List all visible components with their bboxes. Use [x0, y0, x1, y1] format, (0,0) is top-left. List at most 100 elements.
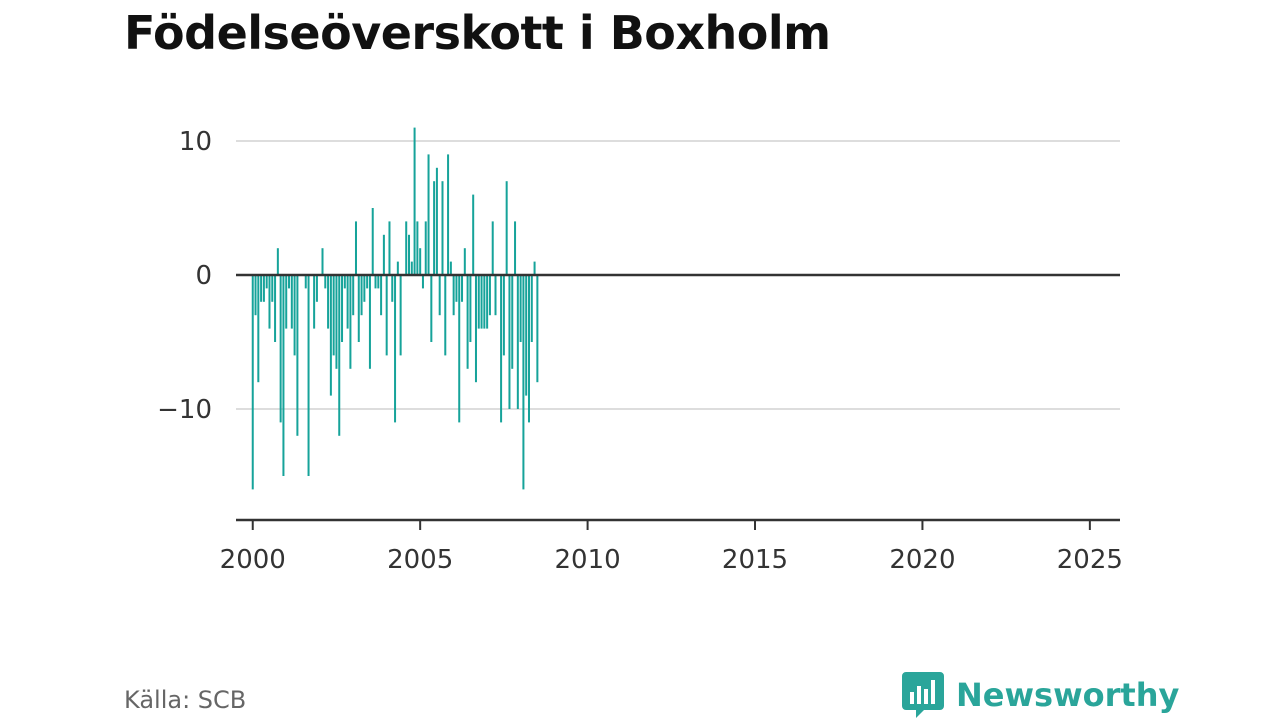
bar: [360, 275, 363, 316]
bar: [282, 275, 285, 476]
bar: [466, 275, 469, 369]
bar: [388, 221, 391, 275]
bar: [324, 275, 327, 289]
bar: [377, 275, 380, 289]
bar: [491, 221, 494, 275]
bar: [399, 275, 402, 356]
bar: [338, 275, 341, 436]
bar: [419, 248, 422, 275]
bar: [455, 275, 458, 302]
y-tick-label: 0: [195, 261, 212, 291]
bar: [254, 275, 257, 316]
bar: [380, 275, 383, 316]
bar: [329, 275, 332, 396]
bar: [424, 221, 427, 275]
y-tick-label: −10: [157, 395, 212, 425]
bar: [251, 275, 254, 490]
bar: [293, 275, 296, 356]
bar: [335, 275, 338, 369]
bar: [368, 275, 371, 369]
bar: [327, 275, 330, 329]
bar: [483, 275, 486, 329]
bar: [477, 275, 480, 329]
bar: [357, 275, 360, 342]
brand-name: Newsworthy: [956, 676, 1180, 714]
source-label: Källa: SCB: [124, 686, 247, 714]
bar: [469, 275, 472, 342]
bar: [385, 275, 388, 356]
newsworthy-icon: [902, 672, 944, 718]
bar: [363, 275, 366, 302]
bar: [480, 275, 483, 329]
bar: [472, 194, 475, 275]
bar: [343, 275, 346, 289]
bar: [271, 275, 274, 302]
bar: [508, 275, 511, 409]
bar: [488, 275, 491, 316]
bar: [304, 275, 307, 289]
y-tick-label: 10: [179, 127, 212, 157]
bar: [296, 275, 299, 436]
x-tick-label: 2010: [555, 545, 621, 575]
bar: [341, 275, 344, 342]
bar: [514, 221, 517, 275]
bar: [502, 275, 505, 356]
bar: [447, 154, 450, 275]
x-tick-label: 2005: [387, 545, 453, 575]
bar: [516, 275, 519, 409]
bar: [433, 181, 436, 275]
bar: [505, 181, 508, 275]
bar: [486, 275, 489, 329]
x-tick-label: 2025: [1057, 545, 1123, 575]
bar: [349, 275, 352, 369]
bar: [427, 154, 430, 275]
bar: [527, 275, 530, 423]
bar: [262, 275, 265, 302]
bar: [276, 248, 279, 275]
bar: [396, 261, 399, 275]
bar: [408, 234, 411, 275]
bar: [519, 275, 522, 342]
bar: [438, 275, 441, 316]
bar: [274, 275, 277, 342]
bar: [352, 275, 355, 316]
bar: [279, 275, 282, 423]
bar: [463, 248, 466, 275]
bar: [458, 275, 461, 423]
bar: [511, 275, 514, 369]
bar: [391, 275, 394, 302]
bar: [500, 275, 503, 423]
bar: [421, 275, 424, 289]
bar: [525, 275, 528, 396]
bar: [374, 275, 377, 289]
bar: [536, 275, 539, 383]
bar: [441, 181, 444, 275]
bar: [394, 275, 397, 423]
bar: [260, 275, 263, 302]
x-tick-label: 2020: [889, 545, 955, 575]
bar: [268, 275, 271, 329]
x-tick-label: 2015: [722, 545, 788, 575]
bar: [290, 275, 293, 329]
bar: [430, 275, 433, 342]
bar: [382, 234, 385, 275]
bar: [354, 221, 357, 275]
bar: [315, 275, 318, 302]
bar: [265, 275, 268, 289]
bar: [416, 221, 419, 275]
bar: [494, 275, 497, 316]
bar: [288, 275, 291, 289]
bar: [461, 275, 464, 302]
bar: [533, 261, 536, 275]
bar: [449, 261, 452, 275]
bar: [522, 275, 525, 490]
chart-title: Födelseöverskott i Boxholm: [124, 6, 831, 60]
bar: [257, 275, 260, 383]
bar: [313, 275, 316, 329]
bar: [444, 275, 447, 356]
bar: [321, 248, 324, 275]
bar: [285, 275, 288, 329]
x-tick-label: 2000: [220, 545, 286, 575]
bar: [530, 275, 533, 342]
